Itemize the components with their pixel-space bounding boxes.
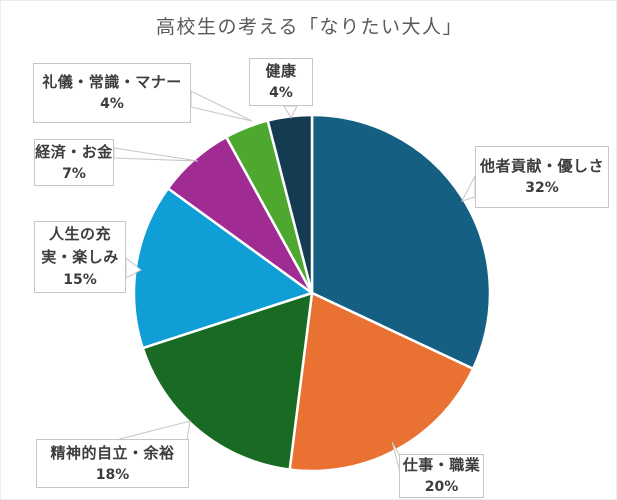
data-label-reigi: 礼儀・常識・マナー 4% — [33, 63, 191, 123]
data-label-text: 他者貢献・優しさ — [479, 157, 604, 175]
data-label-text: 実・楽しみ — [41, 247, 119, 266]
data-label-value: 7% — [62, 165, 86, 182]
callout-pointer-reigi — [190, 90, 253, 122]
data-label-text: 人生の充 — [48, 224, 111, 243]
pie-slices — [132, 113, 492, 473]
data-label-text: 精神的自立・余裕 — [50, 443, 175, 462]
data-label-value: 4% — [269, 85, 293, 101]
chart-title: 高校生の考える「なりたい大人」 — [156, 16, 463, 38]
data-label-value: 18% — [95, 466, 130, 483]
pie-slice-2 — [141, 291, 314, 471]
data-label-text: 健康 — [265, 62, 297, 80]
data-label-kenko: 健康 4% — [249, 58, 313, 106]
data-label-value: 15% — [63, 271, 97, 288]
data-label-tasha: 他者貢献・優しさ 32% — [475, 146, 609, 208]
pie-slice-3 — [132, 187, 314, 350]
data-label-seishin: 精神的自立・余裕 18% — [36, 439, 189, 488]
data-label-value: 32% — [525, 180, 559, 196]
pie-slice-0 — [310, 113, 492, 371]
data-label-value: 20% — [424, 479, 459, 495]
data-label-shigoto: 仕事・職業 20% — [399, 454, 484, 498]
data-label-text: 仕事・職業 — [402, 456, 481, 474]
pie-slice-1 — [288, 291, 475, 473]
callout-pointer-kenko — [283, 105, 298, 120]
callout-pointer-jinsei — [125, 256, 142, 279]
data-label-text: 経済・お金 — [35, 142, 113, 161]
data-label-keizai: 経済・お金 7% — [34, 139, 114, 186]
data-label-value: 4% — [100, 96, 124, 112]
callout-pointer-keizai — [113, 147, 199, 162]
callout-pointer-tasha — [461, 175, 476, 202]
data-label-jinsei: 人生の充 実・楽しみ 15% — [34, 221, 126, 293]
callout-pointer-seishin — [115, 420, 191, 441]
data-label-text: 礼儀・常識・マナー — [42, 73, 182, 91]
